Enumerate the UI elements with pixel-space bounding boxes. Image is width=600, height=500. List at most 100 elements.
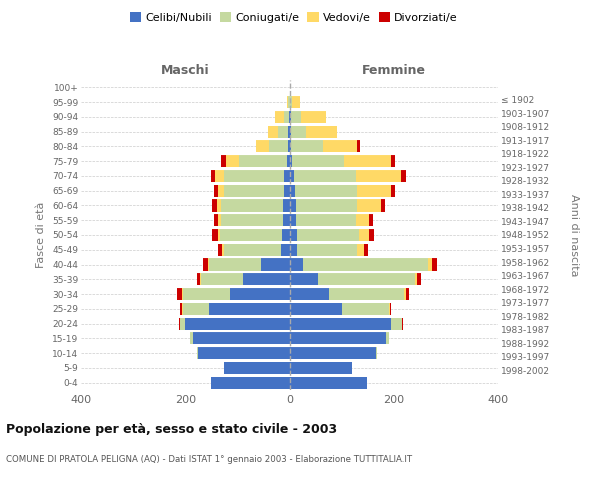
Bar [401,318,403,330]
Bar [200,273,201,285]
Bar [290,229,297,241]
Bar [282,229,290,241]
Bar [289,140,290,152]
Bar [269,140,289,152]
Bar [220,229,282,241]
Bar [182,303,209,315]
Bar [290,347,376,359]
Bar [197,273,200,285]
Bar [179,318,180,330]
Bar [386,332,389,344]
Bar [198,347,290,359]
Bar [211,170,215,182]
Bar [290,258,302,270]
Bar [369,214,373,226]
Bar [290,288,329,300]
Bar [290,332,386,344]
Bar [287,155,290,167]
Bar [290,214,296,226]
Bar [182,288,230,300]
Text: Femmine: Femmine [362,64,426,77]
Bar [295,184,357,197]
Bar [369,229,374,241]
Bar [298,244,357,256]
Bar [261,258,290,270]
Bar [290,170,293,182]
Bar [275,111,284,123]
Bar [344,155,391,167]
Bar [415,273,417,285]
Bar [357,244,364,256]
Bar [391,155,395,167]
Bar [301,111,326,123]
Bar [292,155,344,167]
Bar [224,184,284,197]
Bar [226,155,239,167]
Bar [256,140,269,152]
Bar [290,155,292,167]
Bar [428,258,432,270]
Bar [290,96,292,108]
Bar [214,214,218,226]
Bar [329,288,404,300]
Bar [217,200,221,211]
Bar [289,126,290,138]
Bar [218,214,221,226]
Bar [221,200,283,211]
Bar [283,200,290,211]
Text: Maschi: Maschi [161,64,209,77]
Bar [212,229,218,241]
Bar [211,376,290,388]
Bar [356,214,369,226]
Bar [290,303,341,315]
Bar [290,362,352,374]
Bar [318,273,415,285]
Bar [293,170,356,182]
Bar [364,244,368,256]
Bar [306,126,337,138]
Bar [221,214,283,226]
Bar [218,244,222,256]
Bar [296,214,356,226]
Bar [208,258,209,270]
Bar [180,318,185,330]
Bar [432,258,437,270]
Bar [190,332,193,344]
Text: Popolazione per età, sesso e stato civile - 2003: Popolazione per età, sesso e stato civil… [6,422,337,436]
Bar [290,376,367,388]
Bar [391,318,401,330]
Bar [224,362,290,374]
Bar [289,96,290,108]
Bar [376,347,377,359]
Bar [357,200,381,211]
Bar [284,111,289,123]
Bar [180,303,182,315]
Bar [224,170,284,182]
Bar [391,184,395,197]
Bar [290,200,296,211]
Bar [268,126,278,138]
Bar [221,155,226,167]
Bar [290,140,323,152]
Bar [281,244,290,256]
Bar [290,126,306,138]
Y-axis label: Anni di nascita: Anni di nascita [569,194,580,276]
Y-axis label: Fasce di età: Fasce di età [37,202,46,268]
Bar [290,318,391,330]
Bar [218,184,224,197]
Bar [284,170,290,182]
Bar [178,288,182,300]
Bar [209,303,290,315]
Bar [359,229,369,241]
Bar [185,318,290,330]
Bar [283,214,290,226]
Legend: Celibi/Nubili, Coniugati/e, Vedovi/e, Divorziati/e: Celibi/Nubili, Coniugati/e, Vedovi/e, Di… [126,8,462,28]
Bar [239,155,287,167]
Bar [292,96,301,108]
Bar [404,288,406,300]
Bar [290,244,298,256]
Bar [356,170,401,182]
Bar [242,273,290,285]
Bar [284,184,290,197]
Bar [296,200,357,211]
